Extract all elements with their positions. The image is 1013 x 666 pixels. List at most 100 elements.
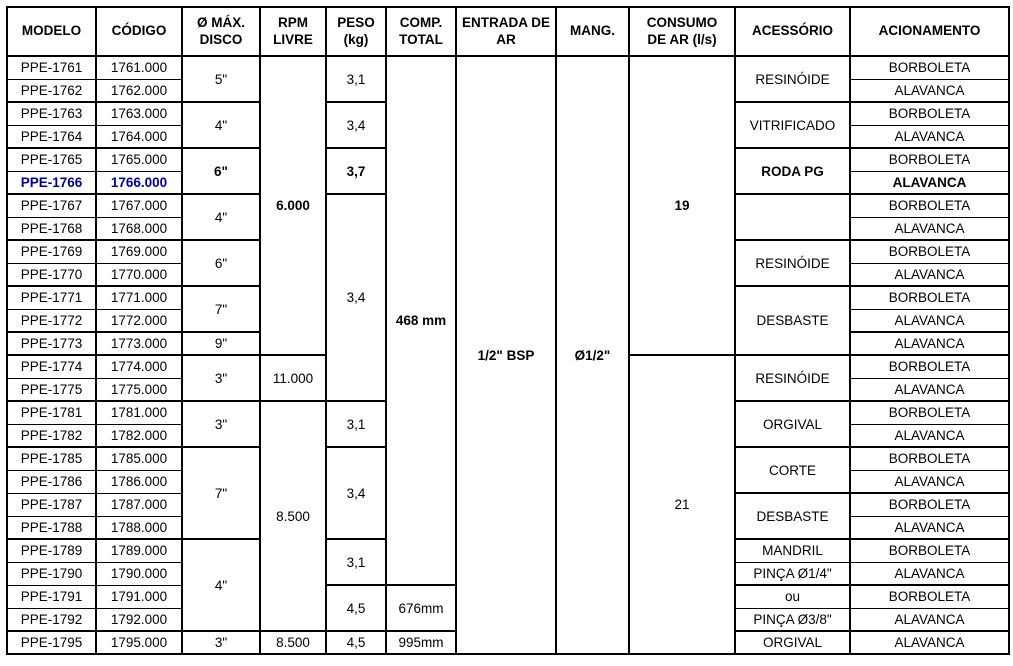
table-cell: ALAVANCA [849,607,1010,632]
table-cell: 6.000 [259,55,327,356]
table-cell: PPE-1773 [6,331,97,356]
table-row: PPE-1762 1762.000 ALAVANCA [6,78,1010,103]
table-cell: ALAVANCA [849,124,1010,149]
table-row: PPE-1785 1785.000 7" 3,4 CORTE BORBOLETA [6,446,1010,540]
column-header-peso: PESO (kg) [325,6,387,57]
table-cell: 7" [181,285,261,333]
table-cell: ALAVANCA [849,423,1010,448]
table-cell: PPE-1761 [6,55,97,80]
column-header-codigo: CÓDIGO [95,6,183,57]
table-cell: 3,1 [325,538,387,586]
table-cell: PPE-1791 [6,584,97,609]
table-cell: CORTE [734,446,851,494]
table-cell: ALAVANCA [849,561,1010,586]
spec-table: MODELO CÓDIGO Ø MÁX. DISCO RPM LIVRE PESO (k… [6,6,1010,655]
table-cell: PPE-1787 [6,492,97,517]
table-row: PPE-1769 1769.000 6" RESINÓIDE BORBOLETA [6,239,1010,287]
table-cell: Ø1/2" [555,55,630,655]
table-cell: 6" [181,239,261,287]
table-cell: BORBOLETA [849,101,1010,126]
table-cell: 8.500 [259,630,327,655]
table-cell: 676mm [385,584,457,632]
table-cell: BORBOLETA [849,285,1010,310]
table-cell: BORBOLETA [849,538,1010,563]
table-cell: ALAVANCA [849,331,1010,356]
table-cell: BORBOLETA [849,400,1010,425]
table-cell: 3,7 [325,147,387,195]
table-cell: PPE-1762 [6,78,97,103]
table-cell: 1795.000 [95,630,183,655]
table-cell: PPE-1789 [6,538,97,563]
table-cell: MANDRIL [734,538,851,563]
table-cell: 1787.000 [95,492,183,517]
table-cell: RODA PG [734,147,851,195]
table-row: PPE-1782 1782.000 ALAVANCA [6,423,1010,448]
table-body: PPE-1761 1761.000 5" 6.000 3,1 468 mm 1/2" BSP… [6,55,1010,655]
table-row: PPE-1764 1764.000 ALAVANCA [6,124,1010,149]
table-cell: 1782.000 [95,423,183,448]
table-cell: BORBOLETA [849,55,1010,80]
table-cell: 1771.000 [95,285,183,310]
table-cell: 4" [181,538,261,632]
column-header-modelo: MODELO [6,6,97,57]
table-cell: PPE-1781 [6,400,97,425]
table-cell: BORBOLETA [849,446,1010,471]
table-cell: RESINÓIDE [734,354,851,402]
table-cell: PPE-1768 [6,216,97,241]
table-row: PPE-1788 1788.000 ALAVANCA [6,515,1010,540]
table-cell: 8.500 [259,400,327,632]
table-cell: 1/2" BSP [455,55,557,655]
table-cell: DESBASTE [734,285,851,356]
table-cell: ALAVANCA [849,469,1010,494]
table-cell: PPE-1795 [6,630,97,655]
table-cell: 1786.000 [95,469,183,494]
table-cell: VITRIFICADO [734,101,851,149]
table-cell: 1769.000 [95,239,183,264]
table-cell [734,193,851,241]
table-cell: PPE-1790 [6,561,97,586]
table-cell: PPE-1786 [6,469,97,494]
table-cell: ALAVANCA [849,377,1010,402]
table-cell: 3,4 [325,101,387,149]
table-cell: PPE-1769 [6,239,97,264]
table-cell: PPE-1782 [6,423,97,448]
table-cell: 1773.000 [95,331,183,356]
table-cell: 21 [628,354,736,655]
table-cell: 1772.000 [95,308,183,333]
table-cell: 1768.000 [95,216,183,241]
table-cell: ORGIVAL [734,630,851,655]
table-row: PPE-1774 1774.000 3" 11.000 21 RESINÓIDE BORBO… [6,354,1010,655]
table-cell: RESINÓIDE [734,239,851,287]
table-cell: ou [734,584,851,609]
table-cell: DESBASTE [734,492,851,540]
column-header-acessorio: ACESSÓRIO [734,6,851,57]
table-cell: 9" [181,331,261,356]
table-cell: PPE-1788 [6,515,97,540]
table-cell: 1767.000 [95,193,183,218]
table-cell: PPE-1771 [6,285,97,310]
table-cell: 1761.000 [95,55,183,80]
table-cell: 1765.000 [95,147,183,172]
column-header-acionamento: ACIONAMENTO [849,6,1010,57]
table-row: PPE-1775 1775.000 ALAVANCA [6,377,1010,402]
table-cell: 4" [181,101,261,149]
table-cell: 3" [181,354,261,402]
table-cell: PPE-1764 [6,124,97,149]
table-row: PPE-1792 1792.000 PINÇA Ø3/8" ALAVANCA [6,607,1010,632]
table-cell: 3,4 [325,193,387,402]
table-row: PPE-1767 1767.000 4" 3,4 BORBOLETA [6,193,1010,402]
table-cell: 1792.000 [95,607,183,632]
table-row: PPE-1789 1789.000 4" 3,1 MANDRIL BORBOLETA [6,538,1010,632]
table-row: PPE-1763 1763.000 4" 3,4 VITRIFICADO BORBOLET… [6,101,1010,149]
table-cell: 19 [628,55,736,356]
table-cell: 3" [181,400,261,448]
table-row: PPE-1790 1790.000 PINÇA Ø1/4" ALAVANCA [6,561,1010,586]
column-header-rpm: RPM LIVRE [259,6,327,57]
table-cell: 1766.000 [95,170,183,195]
spec-sheet: MODELO CÓDIGO Ø MÁX. DISCO RPM LIVRE PESO (k… [6,6,1010,655]
header-row: MODELO CÓDIGO Ø MÁX. DISCO RPM LIVRE PESO (k… [6,6,1010,57]
table-cell: ALAVANCA [849,78,1010,103]
table-cell: PPE-1766 [6,170,97,195]
table-row: PPE-1770 1770.000 ALAVANCA [6,262,1010,287]
table-cell: 4,5 [325,630,387,655]
